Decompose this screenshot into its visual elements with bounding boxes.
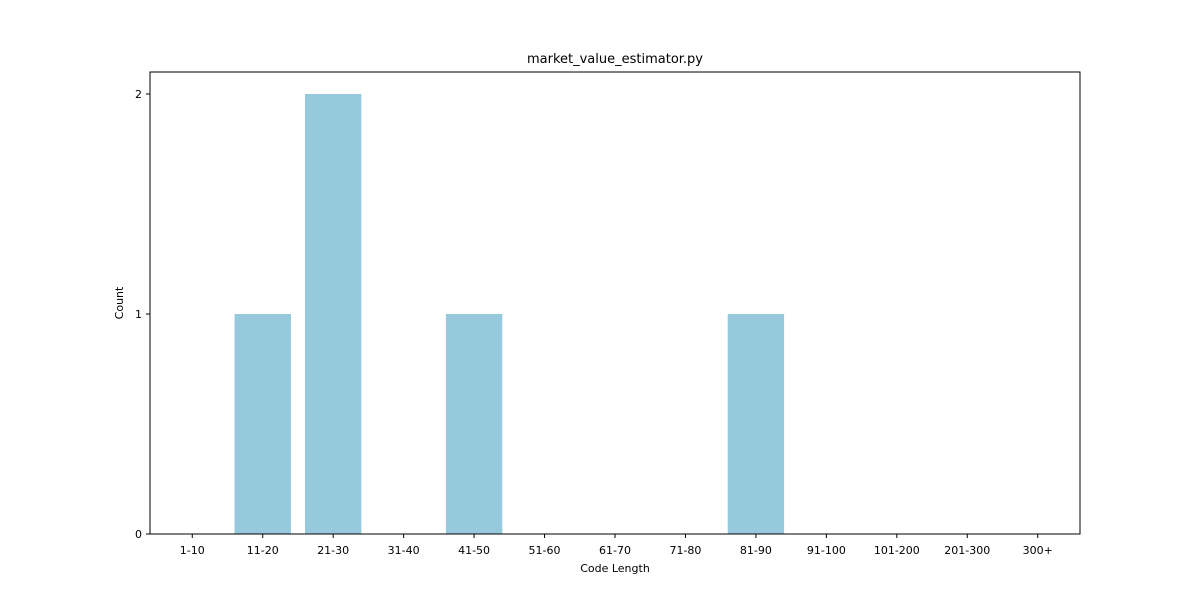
y-axis-label: Count bbox=[113, 286, 126, 319]
x-tick-label: 1-10 bbox=[180, 544, 205, 557]
bar-11-20 bbox=[234, 314, 291, 534]
x-tick-label: 81-90 bbox=[740, 544, 772, 557]
x-tick-label: 11-20 bbox=[247, 544, 279, 557]
chart-title: market_value_estimator.py bbox=[527, 52, 703, 67]
x-axis-label: Code Length bbox=[580, 562, 650, 575]
x-axis: 1-10 11-20 21-30 31-40 41-50 51-60 61-70 71-80 8… bbox=[180, 534, 1053, 557]
x-tick-label: 201-300 bbox=[944, 544, 990, 557]
x-tick-label: 300+ bbox=[1023, 544, 1053, 557]
x-tick-label: 41-50 bbox=[458, 544, 490, 557]
x-tick-label: 61-70 bbox=[599, 544, 631, 557]
x-tick-label: 71-80 bbox=[669, 544, 701, 557]
x-tick-label: 21-30 bbox=[317, 544, 349, 557]
bar-81-90 bbox=[727, 314, 785, 534]
x-tick-label: 91-100 bbox=[807, 544, 846, 557]
x-tick-label: 101-200 bbox=[874, 544, 920, 557]
x-tick-label: 31-40 bbox=[388, 544, 420, 557]
y-axis: 0 1 2 bbox=[135, 88, 150, 541]
y-tick-label: 1 bbox=[135, 308, 142, 321]
bar-41-50 bbox=[445, 314, 503, 534]
bar-21-30 bbox=[305, 94, 362, 534]
y-tick-label: 2 bbox=[135, 88, 142, 101]
y-tick-label: 0 bbox=[135, 528, 142, 541]
x-tick-label: 51-60 bbox=[529, 544, 561, 557]
bars-group bbox=[234, 94, 785, 534]
